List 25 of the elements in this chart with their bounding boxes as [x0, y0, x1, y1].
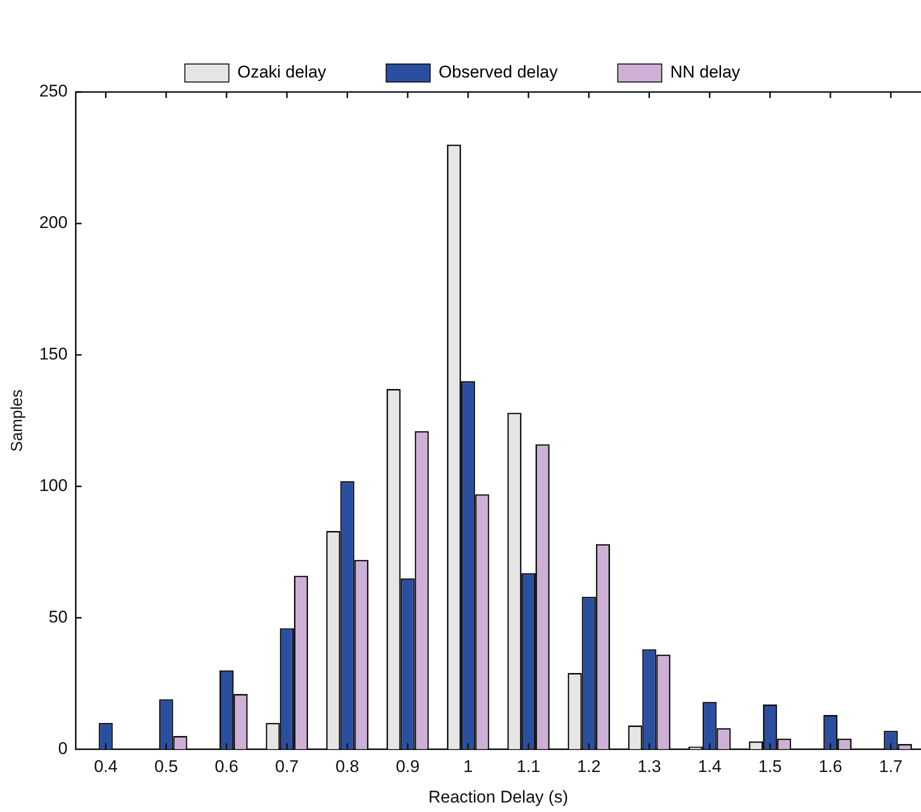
y-tick-label: 0: [58, 738, 68, 758]
y-tick-label: 50: [48, 607, 68, 626]
x-tick-label: 1.7: [878, 757, 903, 776]
y-tick-label: 100: [39, 476, 68, 496]
x-tick-label: 0.4: [94, 757, 118, 776]
x-tick-label: 1: [463, 757, 473, 776]
x-tick-label: 0.8: [335, 757, 360, 776]
x-tick-label: 1.5: [758, 757, 782, 776]
legend-label: Ozaki delay: [237, 62, 327, 82]
y-tick-label: 250: [39, 82, 68, 101]
x-tick-label: 0.6: [214, 757, 238, 776]
y-tick-label: 150: [39, 344, 68, 364]
x-tick-label: 1.1: [516, 757, 540, 776]
x-tick-label: 0.5: [154, 757, 178, 776]
legend-label: Observed delay: [438, 62, 558, 82]
y-tick-label: 200: [39, 213, 68, 232]
y-axis-title: Samples: [9, 389, 26, 452]
x-tick-label: 1.6: [818, 757, 842, 776]
x-tick-label: 0.9: [396, 757, 420, 776]
x-tick-label: 1.4: [698, 757, 722, 776]
legend-label: NN delay: [670, 62, 741, 82]
x-tick-label: 0.7: [275, 757, 299, 776]
x-tick-label: 1.3: [637, 757, 662, 776]
x-axis-title: Reaction Delay (s): [428, 787, 568, 806]
x-tick-label: 1.2: [577, 757, 601, 776]
